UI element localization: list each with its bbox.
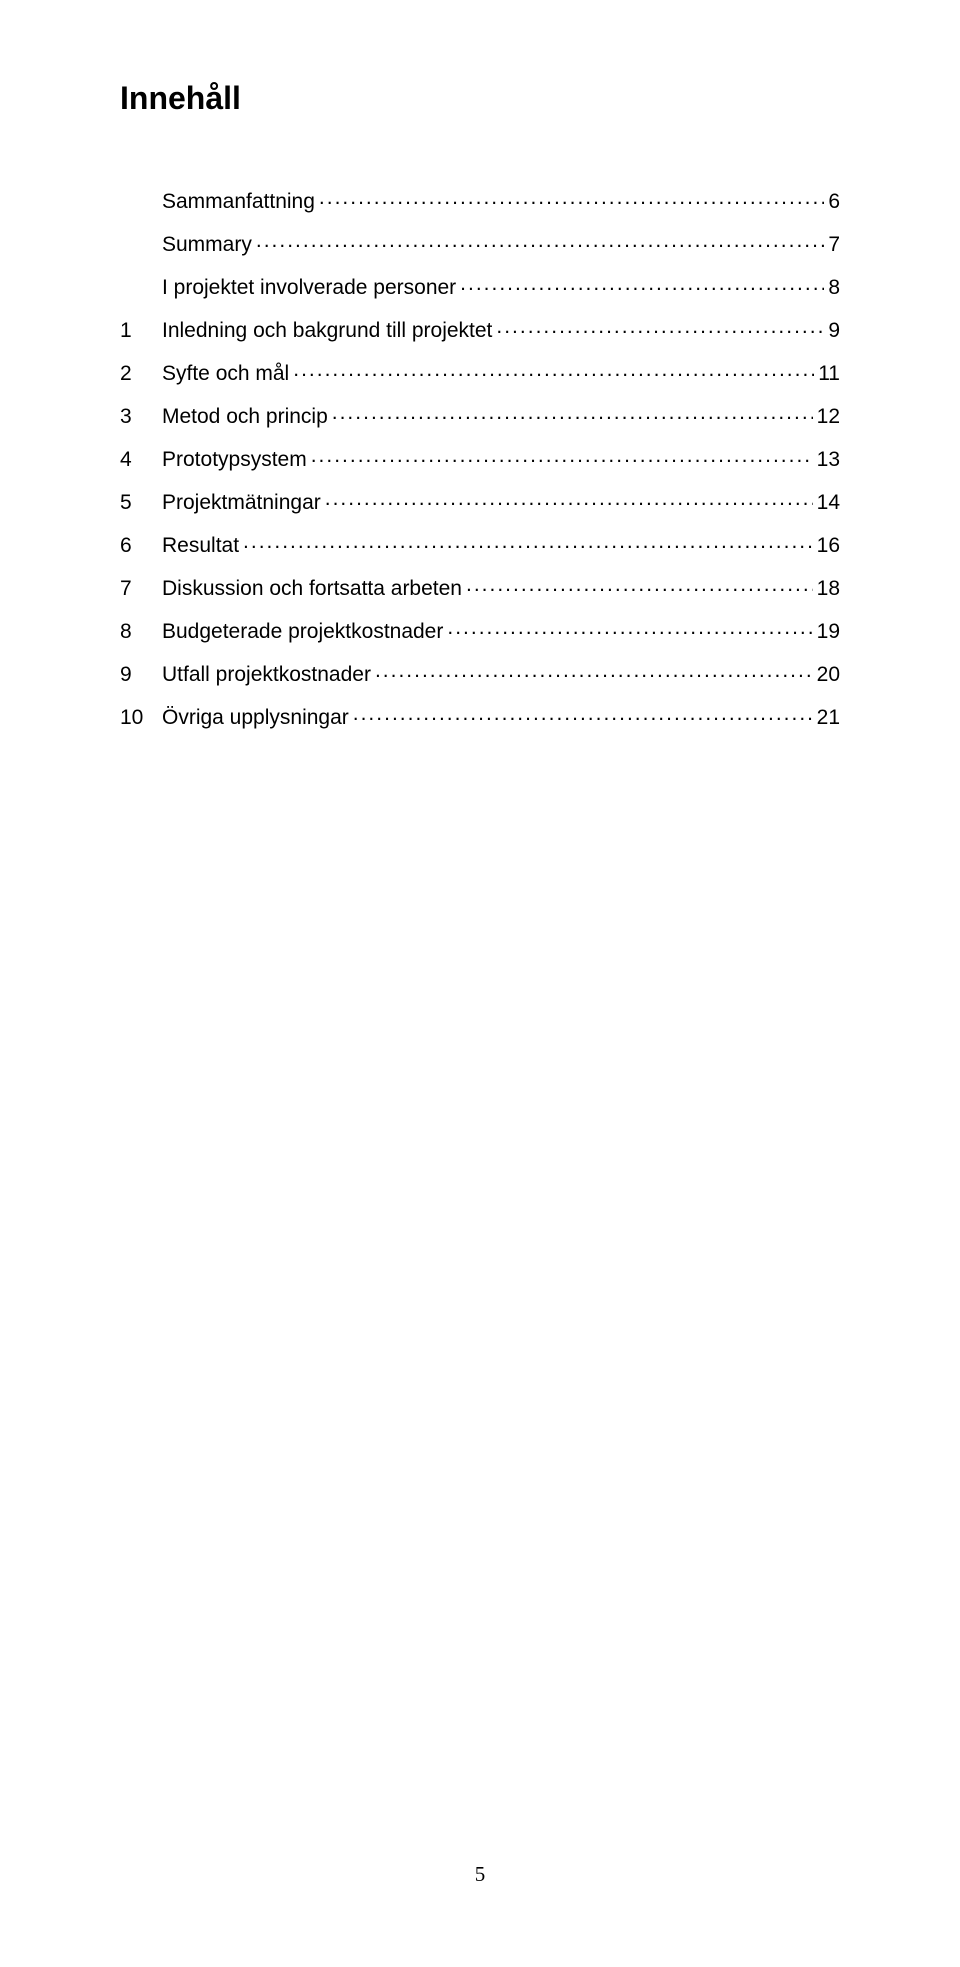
toc-entry-number: 7 (120, 578, 162, 599)
toc-leader-dots (466, 574, 813, 595)
toc-entry-label: Projektmätningar (162, 492, 321, 513)
toc-entry-page: 11 (818, 363, 840, 384)
toc-entry: 3Metod och princip 12 (120, 402, 840, 427)
toc-entry: 7Diskussion och fortsatta arbeten 18 (120, 574, 840, 599)
toc-entry-label: Syfte och mål (162, 363, 289, 384)
toc-entry: 6Resultat 16 (120, 531, 840, 556)
toc-entry: 1Inledning och bakgrund till projektet 9 (120, 316, 840, 341)
toc-entry: 2Syfte och mål 11 (120, 359, 840, 384)
toc-entry-page: 9 (828, 320, 840, 341)
toc-entry-number: 3 (120, 406, 162, 427)
toc-entry-label: Inledning och bakgrund till projektet (162, 320, 492, 341)
toc-entry-label: Utfall projektkostnader (162, 664, 371, 685)
toc-entry-label: Övriga upplysningar (162, 707, 349, 728)
toc-entry-number: 6 (120, 535, 162, 556)
toc-entry-number: 4 (120, 449, 162, 470)
toc-entry: 8Budgeterade projektkostnader 19 (120, 617, 840, 642)
toc-leader-dots (332, 402, 813, 423)
toc-leader-dots (293, 359, 814, 380)
toc-entry-label: Resultat (162, 535, 239, 556)
toc-entry: 10Övriga upplysningar 21 (120, 703, 840, 728)
toc-entry-label: Sammanfattning (162, 191, 315, 212)
toc-leader-dots (353, 703, 813, 724)
toc-entry: Sammanfattning 6 (120, 187, 840, 212)
page-number: 5 (0, 1862, 960, 1887)
toc-entry-page: 19 (817, 621, 840, 642)
toc-entry-page: 8 (828, 277, 840, 298)
toc-entry: 9Utfall projektkostnader 20 (120, 660, 840, 685)
toc-entry: 4Prototypsystem 13 (120, 445, 840, 470)
toc-entry-page: 7 (828, 234, 840, 255)
document-page: Innehåll Sammanfattning 6 Summary 7 I projek… (0, 0, 960, 1967)
toc-entry-number: 9 (120, 664, 162, 685)
toc-leader-dots (325, 488, 813, 509)
toc-title: Innehåll (120, 80, 840, 117)
toc-entry-number: 10 (120, 707, 162, 728)
toc-entry-page: 18 (817, 578, 840, 599)
toc-entry-page: 6 (828, 191, 840, 212)
toc-entry-number: 2 (120, 363, 162, 384)
toc-entry-label: Prototypsystem (162, 449, 307, 470)
toc-entry-label: I projektet involverade personer (162, 277, 456, 298)
toc-entry-page: 14 (817, 492, 840, 513)
toc-entry-page: 21 (817, 707, 840, 728)
toc-entry: I projektet involverade personer 8 (120, 273, 840, 298)
toc-entry-label: Summary (162, 234, 252, 255)
toc-entry-page: 20 (817, 664, 840, 685)
toc-leader-dots (319, 187, 824, 208)
toc-leader-dots (256, 230, 824, 251)
toc-list: Sammanfattning 6 Summary 7 I projektet invol… (120, 187, 840, 728)
toc-entry-label: Diskussion och fortsatta arbeten (162, 578, 462, 599)
toc-entry: 5Projektmätningar 14 (120, 488, 840, 513)
toc-entry-page: 13 (817, 449, 840, 470)
toc-leader-dots (496, 316, 824, 337)
toc-leader-dots (311, 445, 813, 466)
toc-entry-number: 1 (120, 320, 162, 341)
toc-entry: Summary 7 (120, 230, 840, 255)
toc-leader-dots (447, 617, 812, 638)
toc-leader-dots (375, 660, 813, 681)
toc-entry-label: Metod och princip (162, 406, 328, 427)
toc-entry-page: 16 (817, 535, 840, 556)
toc-leader-dots (460, 273, 824, 294)
toc-entry-number: 5 (120, 492, 162, 513)
toc-entry-page: 12 (817, 406, 840, 427)
toc-leader-dots (243, 531, 813, 552)
toc-entry-label: Budgeterade projektkostnader (162, 621, 443, 642)
toc-entry-number: 8 (120, 621, 162, 642)
